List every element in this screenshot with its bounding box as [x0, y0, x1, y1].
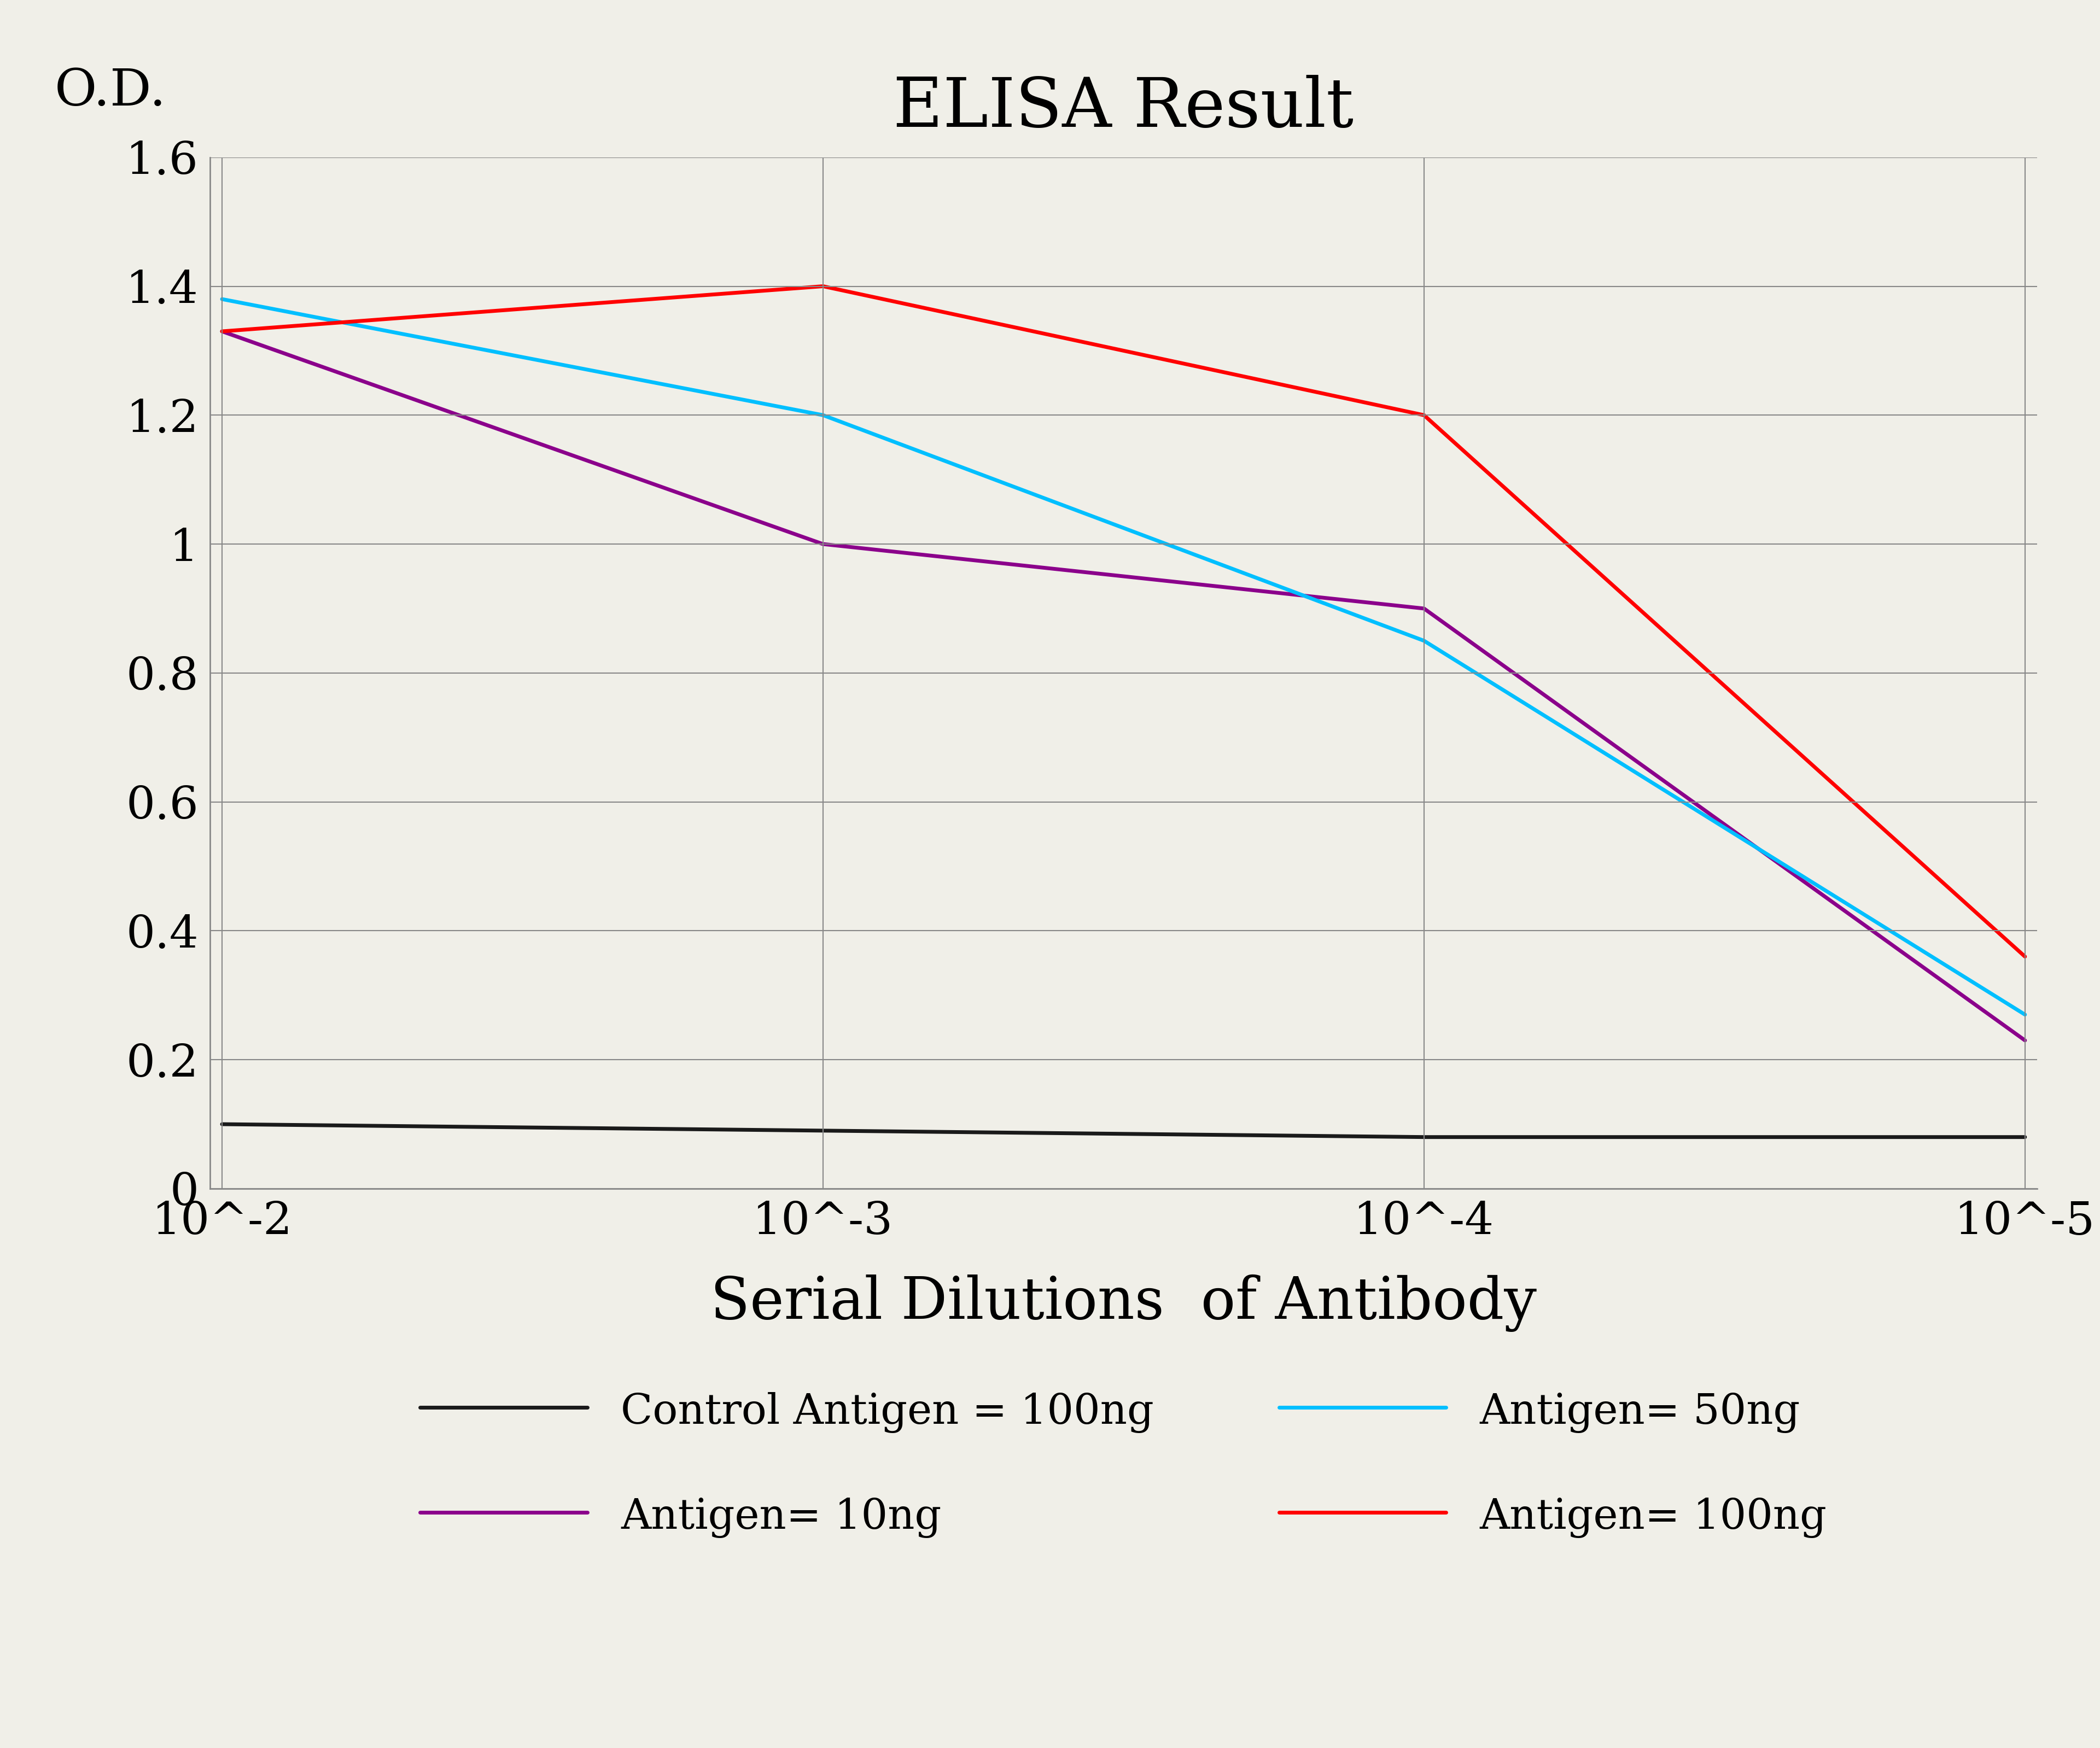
Antigen= 100ng [1411, 406, 1436, 427]
Control Antigen = 100ng [210, 1113, 235, 1134]
Antigen= 10ng [1411, 598, 1436, 619]
Antigen= 50ng [811, 406, 836, 427]
Text: O.D.: O.D. [55, 66, 166, 115]
Antigen= 50ng [210, 288, 235, 309]
Line: Antigen= 100ng: Antigen= 100ng [223, 287, 2024, 956]
Antigen= 100ng [2012, 946, 2037, 967]
Antigen= 50ng [2012, 1003, 2037, 1024]
Line: Antigen= 50ng: Antigen= 50ng [223, 299, 2024, 1014]
Control Antigen = 100ng [2012, 1127, 2037, 1148]
Antigen= 50ng [1411, 631, 1436, 652]
Line: Control Antigen = 100ng: Control Antigen = 100ng [223, 1124, 2024, 1138]
Control Antigen = 100ng [1411, 1127, 1436, 1148]
Antigen= 10ng [811, 533, 836, 554]
Title: ELISA Result: ELISA Result [892, 75, 1354, 142]
Control Antigen = 100ng [811, 1120, 836, 1141]
Antigen= 10ng [210, 322, 235, 343]
Line: Antigen= 10ng: Antigen= 10ng [223, 332, 2024, 1040]
Antigen= 10ng [2012, 1030, 2037, 1051]
X-axis label: Serial Dilutions  of Antibody: Serial Dilutions of Antibody [710, 1274, 1537, 1332]
Antigen= 100ng [210, 322, 235, 343]
Antigen= 100ng [811, 276, 836, 297]
Legend: Control Antigen = 100ng, Antigen= 10ng, Antigen= 50ng, Antigen= 100ng: Control Antigen = 100ng, Antigen= 10ng, … [357, 1328, 1890, 1601]
